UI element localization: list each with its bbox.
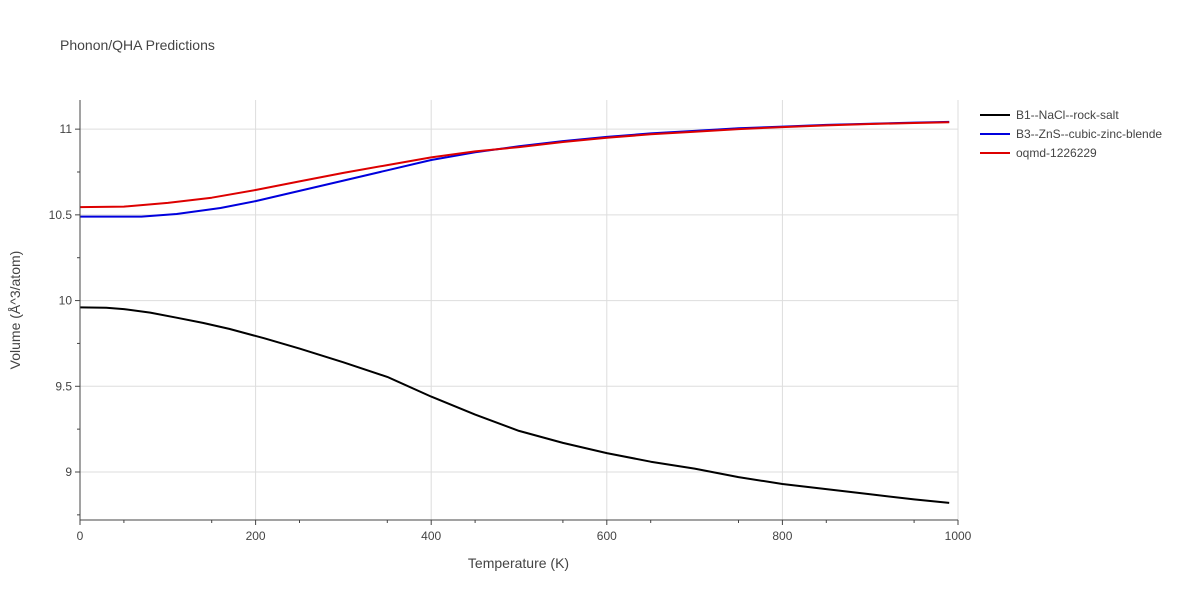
x-tick-label: 400 bbox=[421, 529, 441, 543]
gridlines bbox=[80, 100, 959, 520]
series-line-2[interactable] bbox=[79, 121, 950, 209]
y-tick-label: 11 bbox=[60, 122, 73, 136]
x-tick-label: 200 bbox=[246, 529, 266, 543]
legend-label: oqmd-1226229 bbox=[1016, 146, 1097, 160]
y-tick-label: 10 bbox=[59, 294, 73, 308]
series-line-1[interactable] bbox=[80, 120, 950, 218]
x-tick-label: 800 bbox=[772, 529, 792, 543]
legend-label: B3--ZnS--cubic-zinc-blende bbox=[1016, 127, 1162, 141]
y-tick-label: 10.5 bbox=[49, 208, 73, 222]
legend-item-0[interactable]: B1--NaCl--rock-salt bbox=[980, 108, 1119, 122]
legend-label: B1--NaCl--rock-salt bbox=[1016, 108, 1119, 122]
plot-area[interactable] bbox=[79, 120, 950, 504]
legend-item-1[interactable]: B3--ZnS--cubic-zinc-blende bbox=[980, 127, 1162, 141]
legend-item-2[interactable]: oqmd-1226229 bbox=[980, 146, 1097, 160]
x-tick-label: 1000 bbox=[945, 529, 972, 543]
y-tick-label: 9.5 bbox=[55, 379, 72, 393]
chart-title: Phonon/QHA Predictions bbox=[60, 37, 215, 53]
x-axis-title: Temperature (K) bbox=[468, 555, 569, 571]
y-tick-label: 9 bbox=[65, 465, 72, 479]
x-tick-label: 600 bbox=[597, 529, 617, 543]
y-axis-title: Volume (Å^3/atom) bbox=[7, 251, 23, 370]
x-tick-label: 0 bbox=[77, 529, 84, 543]
series-line-0[interactable] bbox=[79, 306, 950, 504]
legend[interactable]: B1--NaCl--rock-salt B3--ZnS--cubic-zinc-b… bbox=[980, 108, 1162, 160]
axes: 0 200 400 600 800 1000 9 9.5 10 10.5 11 bbox=[49, 100, 972, 543]
